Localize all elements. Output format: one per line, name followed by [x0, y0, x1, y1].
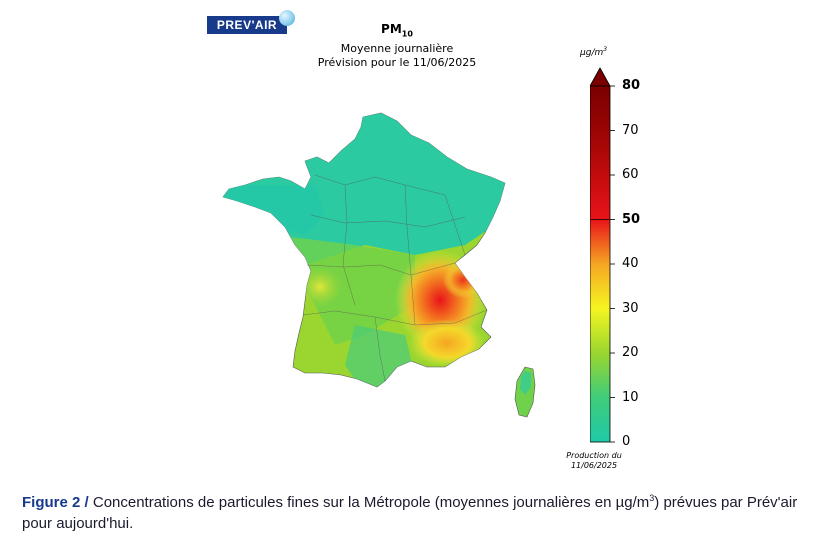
colorbar-label-30: 30 [622, 300, 639, 316]
colorbar-ticks [610, 85, 615, 443]
france-pm10-map [222, 112, 536, 418]
region-borders [302, 174, 488, 382]
production-date: Production du 11/06/2025 [556, 451, 632, 471]
brittany-low-zone [223, 185, 325, 235]
colorbar-label-60: 60 [622, 167, 639, 182]
caption-text-end: ) prévues par Prév'air pour aujourd'hui. [22, 494, 798, 532]
colorbar-label-70: 70 [622, 122, 639, 138]
map-title: PM10 Moyenne journalière Prévision pour … [292, 21, 502, 70]
title-line-2: Prévision pour le 11/06/2025 [317, 56, 477, 70]
figure-caption: Figure 2 / Concentrations de particules … [22, 488, 822, 534]
production-line-1: Production du [566, 451, 622, 460]
pollution-field [223, 113, 505, 387]
logo-globe-icon [279, 10, 295, 26]
southwest-low-zone [345, 325, 415, 387]
corsica-low-zone [520, 371, 531, 395]
colorbar-arrow [590, 67, 611, 87]
production-line-2: 11/06/2025 [570, 461, 618, 470]
caption-text: Concentrations de particules fines sur l… [88, 494, 650, 511]
provence-hotspot [409, 319, 485, 367]
title-line-1: Moyenne journalière [340, 42, 454, 56]
colorbar-gradient [590, 85, 611, 443]
figure-label: Figure 2 / [22, 494, 89, 511]
colorbar-label-50: 50 [622, 211, 641, 227]
pollutant-title: PM10 [292, 21, 502, 42]
west-yellow-zone [298, 267, 342, 307]
colorbar-label-40: 40 [622, 256, 639, 271]
colorbar [590, 67, 615, 443]
colorbar-label-80: 80 [622, 78, 641, 93]
central-transition-zone [275, 235, 415, 345]
colorbar-unit: µg/m3 [580, 46, 607, 58]
colorbar-label-20: 20 [622, 345, 639, 360]
colorbar-label-10: 10 [622, 389, 639, 405]
pollutant-name: PM [381, 22, 402, 36]
unit-sup: 3 [603, 46, 608, 53]
prevair-logo: PREV'AIR [207, 10, 295, 34]
unit-base: µg/m [580, 48, 604, 58]
caption-unit-sup: 3 [649, 493, 655, 503]
colorbar-label-0: 0 [622, 434, 631, 449]
pollutant-subscript: 10 [401, 29, 413, 39]
logo-text: PREV'AIR [216, 18, 278, 32]
